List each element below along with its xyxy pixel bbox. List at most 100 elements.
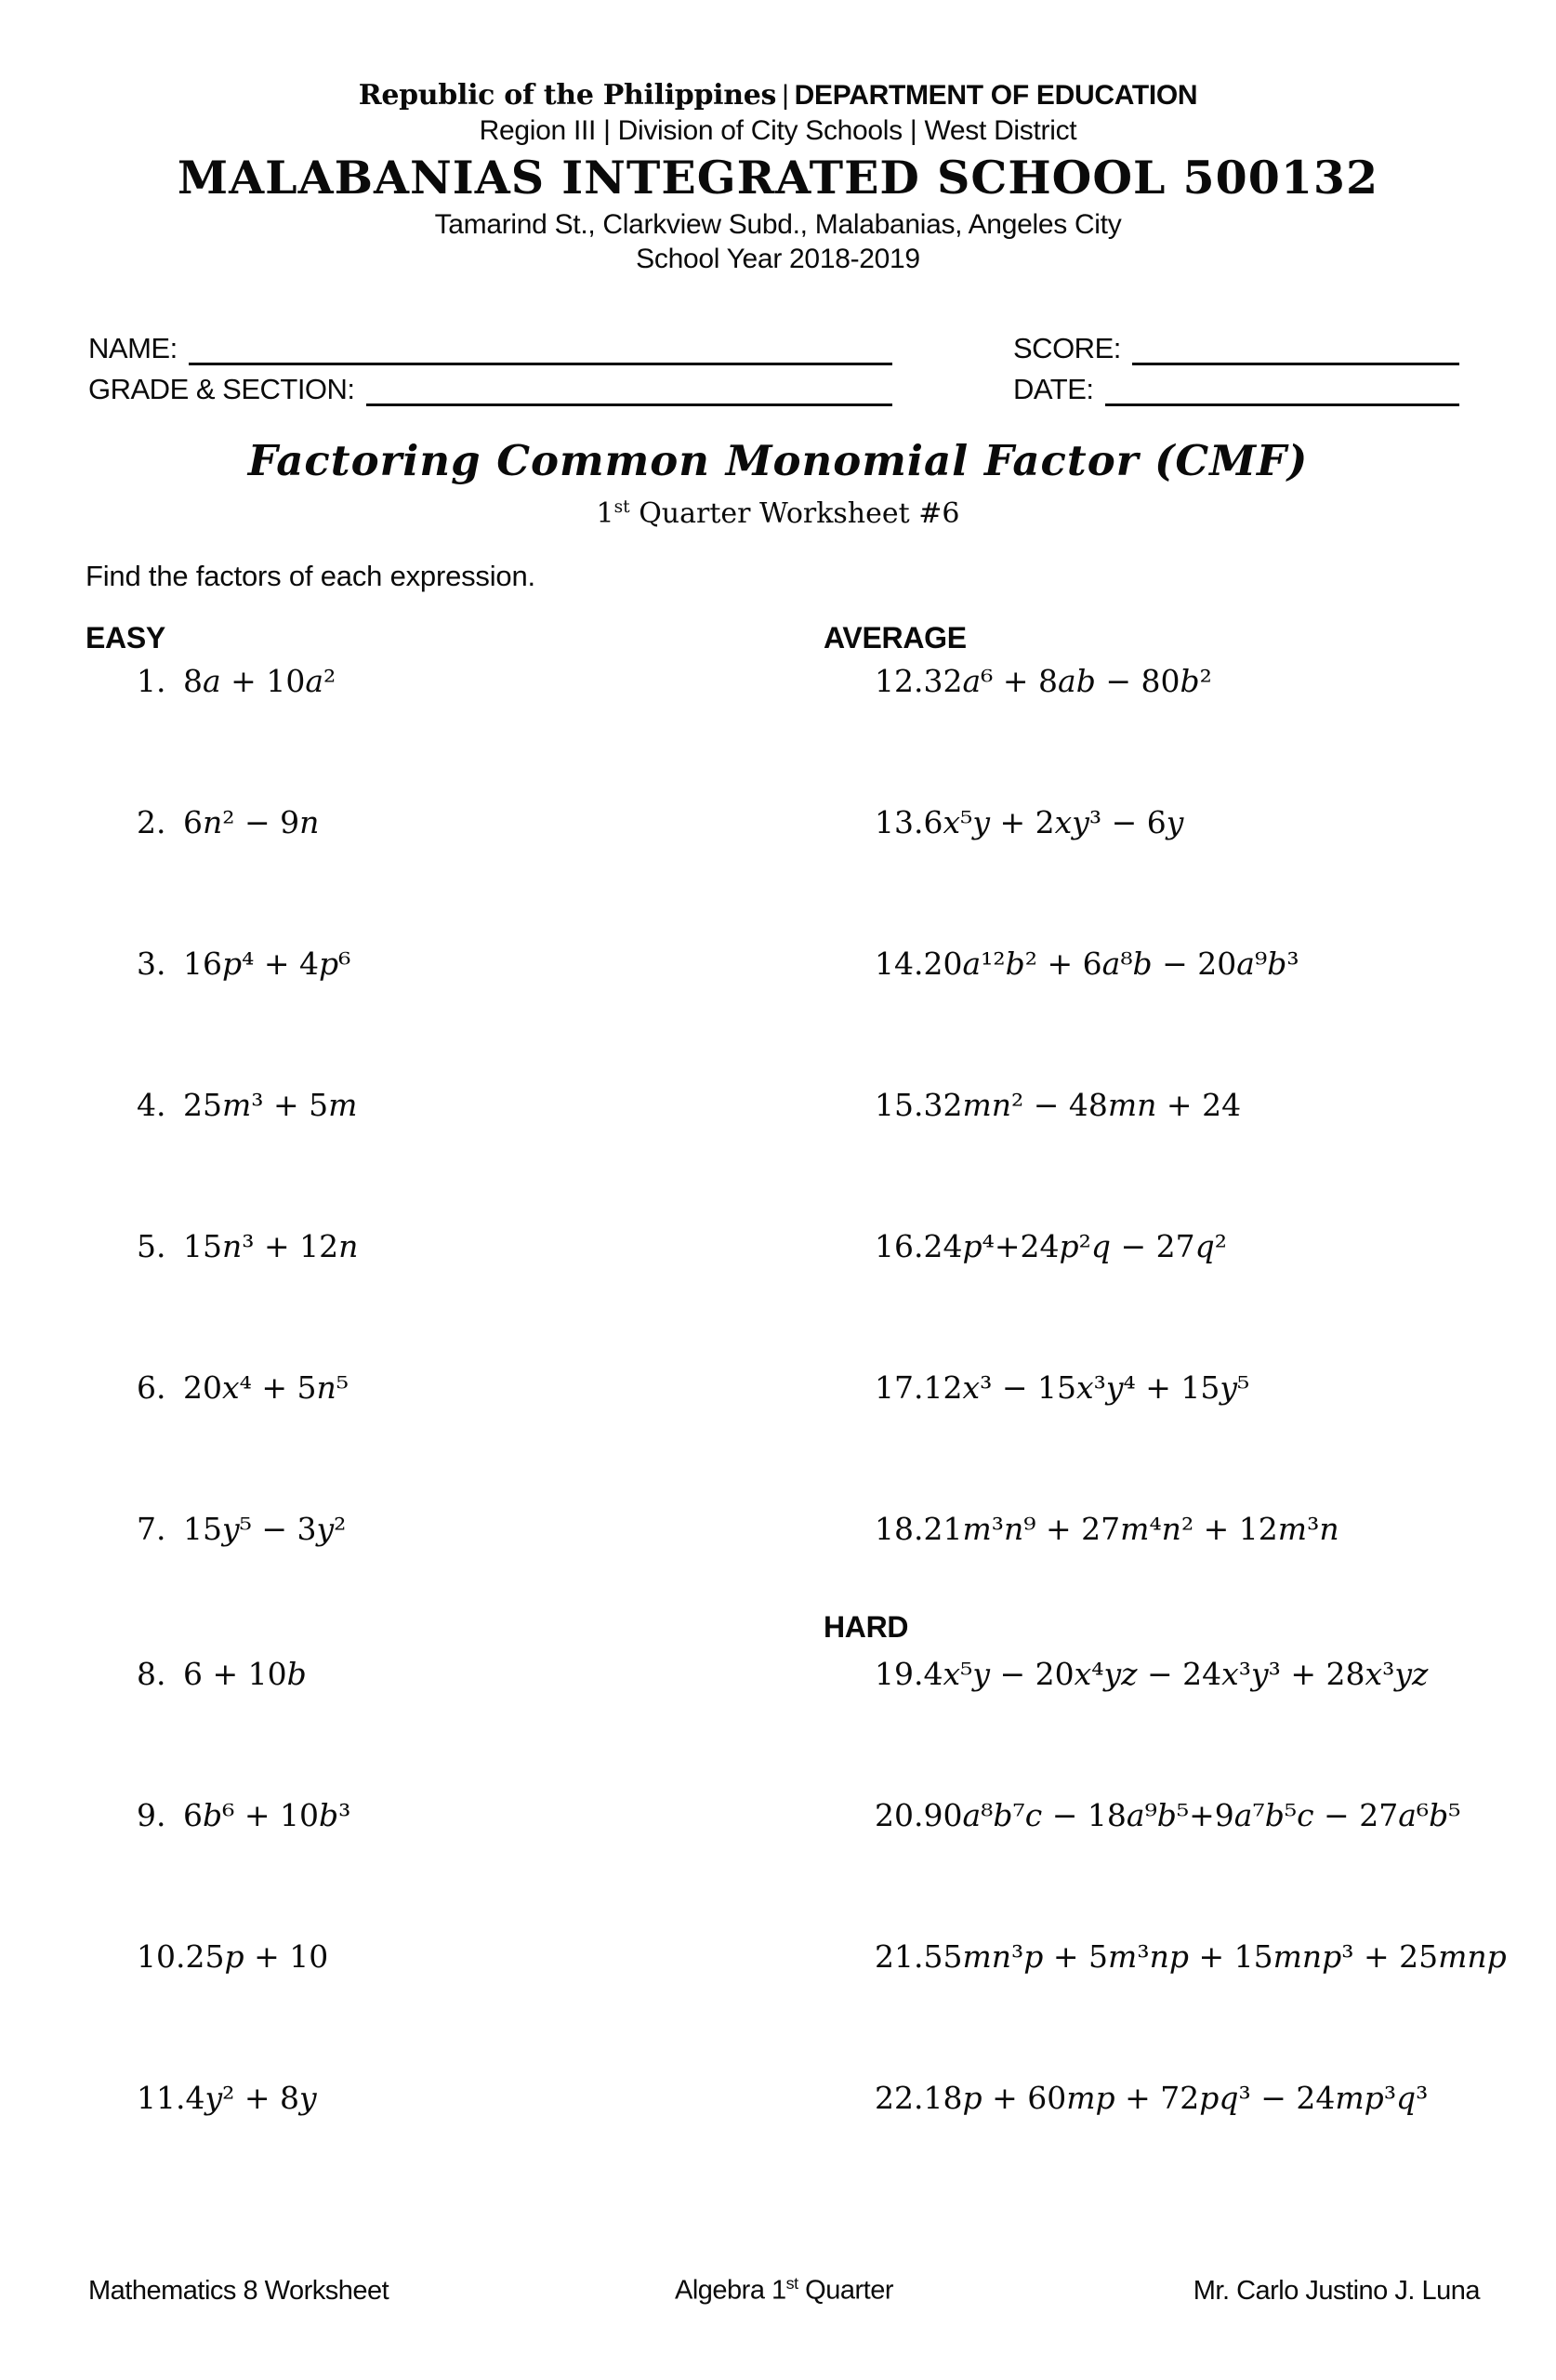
problem-number: 9. [137,1797,166,1833]
problem-number: 17. [875,1369,924,1406]
title-block: Factoring Common Monomial Factor (CMF) 1… [0,434,1556,534]
separator: | [782,80,789,111]
footer-center-ordinal: st [785,2274,798,2293]
date-blank-line [1104,372,1459,406]
score-field: SCORE: [1013,331,1459,365]
problem-number: 15. [875,1087,924,1123]
grade-section-blank-line [365,372,892,406]
math-expression: 55mn³p + 5m³np + 15mnp³ + 25mnp [923,1938,1507,1975]
problem-number: 10. [137,1938,186,1975]
school-name: MALABANIAS INTEGRATED SCHOOL 500132 [177,151,1379,205]
school-letterhead: Republic of the Philippines | DEPARTMENT O… [0,0,1556,276]
grade-section-label: GRADE & SECTION: [88,373,355,405]
problem-item: 22.18p + 60mp + 72pq³ − 24mp³q³ [824,2079,1519,2220]
math-expression: 25m³ + 5m [183,1087,358,1123]
math-expression: 6 + 10b [183,1656,307,1692]
problem-item: 14.20a¹²b² + 6a⁸b − 20a⁹b³ [824,945,1519,1086]
problem-item: 9. 6b⁶ + 10b³ [86,1796,824,1937]
worksheet-title: Factoring Common Monomial Factor (CMF) [247,436,1309,485]
school-year: School Year 2018-2019 [636,244,920,274]
republic-text: Republic of the Philippines [358,79,777,112]
math-expression: 32a⁶ + 8ab − 80b² [923,663,1212,699]
problem-number: 11. [137,2080,186,2116]
worksheet-subtitle: 1st Quarter Worksheet #6 [0,488,1556,534]
problem-item: 3. 16p⁴ + 4p⁶ [86,945,824,1086]
problem-columns: EASY 1. 8a + 10a² 2. 6n² − 9n 3. 16p⁴ + 4p⁶… [86,621,1519,2220]
footer-left: Mathematics 8 Worksheet [88,2275,389,2306]
math-expression: 90a⁸b⁷c − 18a⁹b⁵+9a⁷b⁵c − 27a⁶b⁵ [923,1797,1461,1833]
problem-number: 4. [137,1087,166,1123]
problem-number: 13. [875,804,924,840]
problem-number: 18. [875,1511,924,1547]
form-row-2: GRADE & SECTION: DATE: [88,365,1468,406]
problem-item: 7. 15y⁵ − 3y² [86,1510,824,1655]
problem-number: 3. [137,945,166,982]
problem-item: 16.24p⁴+24p²q − 27q² [824,1227,1519,1368]
problem-number: 1. [137,663,166,699]
math-expression: 8a + 10a² [183,663,336,699]
math-expression: 12x³ − 15x³y⁴ + 15y⁵ [923,1369,1250,1406]
math-expression: 21m³n⁹ + 27m⁴n² + 12m³n [923,1511,1339,1547]
problem-item: 10.25p + 10 [86,1937,824,2079]
grade-section-field: GRADE & SECTION: [88,372,892,406]
math-expression: 18p + 60mp + 72pq³ − 24mp³q³ [923,2080,1429,2116]
math-expression: 16p⁴ + 4p⁶ [183,945,351,982]
math-expression: 15y⁵ − 3y² [183,1511,347,1547]
problem-number: 20. [875,1797,924,1833]
instruction-text: Find the factors of each expression. [86,560,535,592]
problem-item: 18.21m³n⁹ + 27m⁴n² + 12m³n [824,1510,1519,1610]
problem-number: 12. [875,663,924,699]
footer-center-prefix: Algebra 1 [674,2275,786,2306]
problem-item: 1. 8a + 10a² [86,662,824,803]
average-hard-column: AVERAGE 12.32a⁶ + 8ab − 80b² 13.6x⁵y + 2… [824,621,1519,2220]
problem-number: 16. [875,1228,924,1264]
score-label: SCORE: [1013,332,1121,364]
problem-item: 17.12x³ − 15x³y⁴ + 15y⁵ [824,1368,1519,1510]
problem-item: 8. 6 + 10b [86,1655,824,1796]
problem-number: 21. [875,1938,924,1975]
math-expression: 6x⁵y + 2xy³ − 6y [923,804,1184,840]
footer-center-rest: Quarter [798,2275,893,2306]
name-field: NAME: [88,331,892,365]
problem-number: 22. [875,2080,924,2116]
footer-right: Mr. Carlo Justino J. Luna [1193,2275,1481,2306]
math-expression: 20x⁴ + 5n⁵ [183,1369,349,1406]
name-label: NAME: [88,332,178,364]
section-header-hard: HARD [824,1610,909,1644]
math-expression: 4y² + 8y [185,2080,317,2116]
problem-number: 5. [137,1228,166,1264]
math-expression: 25p + 10 [185,1938,329,1975]
problem-item: 15.32mn² − 48mn + 24 [824,1086,1519,1227]
problem-number: 2. [137,804,166,840]
subtitle-rest: Quarter Worksheet #6 [629,497,960,530]
section-header-easy: EASY [86,621,165,654]
problem-item: 20.90a⁸b⁷c − 18a⁹b⁵+9a⁷b⁵c − 27a⁶b⁵ [824,1796,1519,1937]
problem-item: 5. 15n³ + 12n [86,1227,824,1368]
footer-center: Algebra 1st Quarter [552,2274,1016,2307]
problem-number: 19. [875,1656,924,1692]
name-blank-line [188,331,892,365]
date-field: DATE: [1013,372,1459,406]
date-label: DATE: [1013,373,1094,405]
problem-number: 8. [137,1656,166,1692]
deped-text: DEPARTMENT OF EDUCATION [794,80,1198,111]
subtitle-prefix: 1 [596,497,614,530]
problem-item: 13.6x⁵y + 2xy³ − 6y [824,803,1519,945]
score-blank-line [1131,331,1459,365]
form-row-1: NAME: SCORE: [88,324,1468,365]
problem-number: 14. [875,945,924,982]
math-expression: 24p⁴+24p²q − 27q² [923,1228,1227,1264]
math-expression: 20a¹²b² + 6a⁸b − 20a⁹b³ [923,945,1299,982]
math-expression: 6b⁶ + 10b³ [183,1797,351,1833]
section-header-average: AVERAGE [824,621,967,654]
page-footer: Mathematics 8 Worksheet Algebra 1st Quar… [88,2274,1481,2307]
subtitle-ordinal: st [613,497,630,517]
math-expression: 4x⁵y − 20x⁴yz − 24x³y³ + 28x³yz [923,1656,1429,1692]
problem-item: 21.55mn³p + 5m³np + 15mnp³ + 25mnp [824,1937,1519,2079]
problem-item: 19.4x⁵y − 20x⁴yz − 24x³y³ + 28x³yz [824,1655,1519,1796]
math-expression: 6n² − 9n [183,804,320,840]
problem-item: 12.32a⁶ + 8ab − 80b² [824,662,1519,803]
student-info-form: NAME: SCORE: GRADE & SECTION: DATE: [88,324,1468,406]
problem-number: 6. [137,1369,166,1406]
